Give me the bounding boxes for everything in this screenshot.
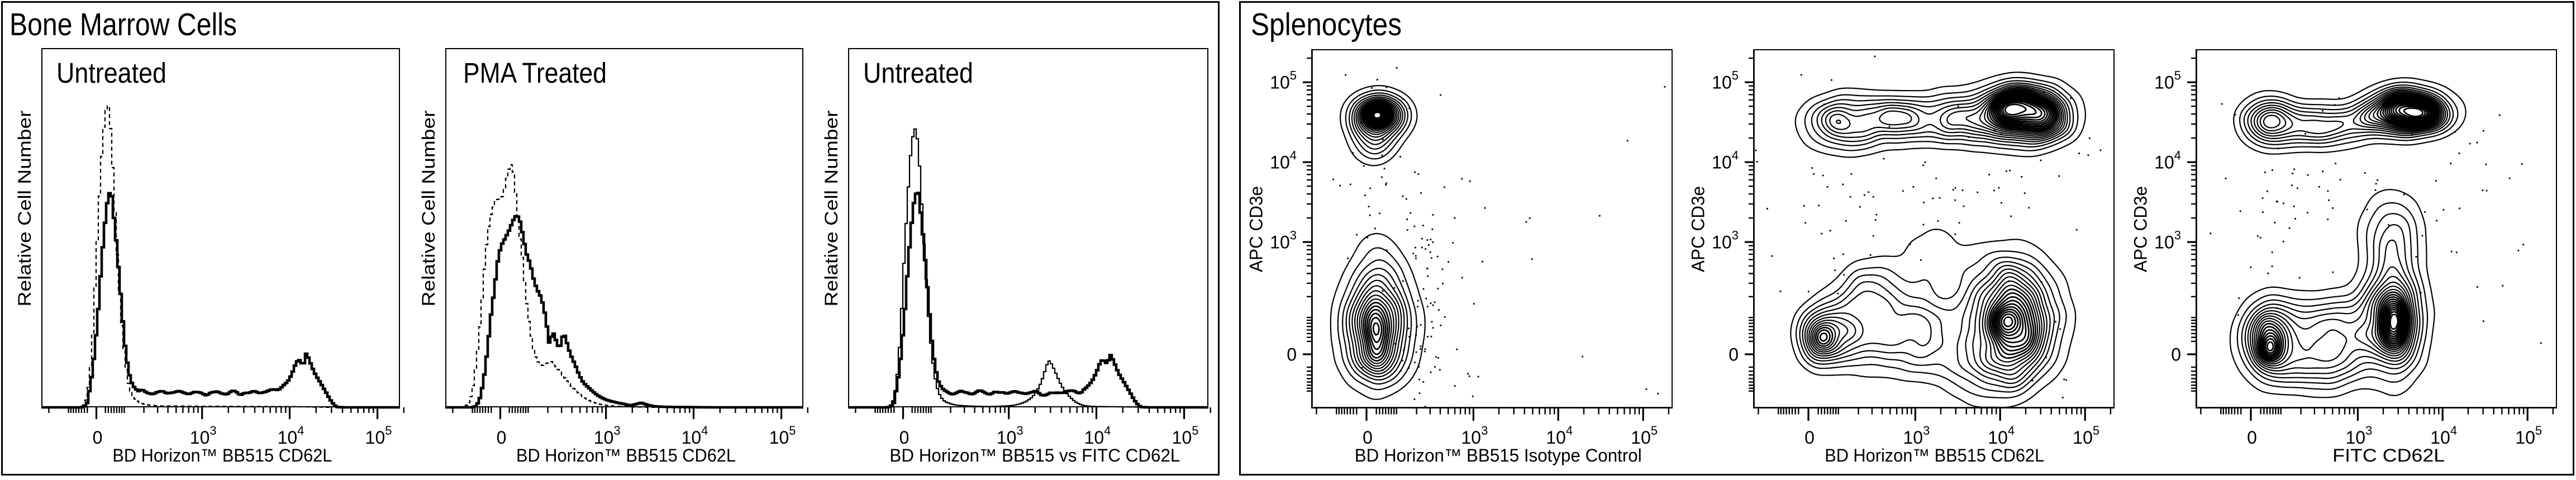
svg-text:Untreated: Untreated [56, 57, 166, 89]
svg-text:Relative Cell Number: Relative Cell Number [418, 110, 439, 306]
svg-text:Relative Cell Number: Relative Cell Number [15, 110, 35, 306]
svg-text:BD Horizon™ BB515 CD62L: BD Horizon™ BB515 CD62L [1825, 445, 2044, 465]
svg-text:0: 0 [93, 427, 103, 448]
svg-text:BD Horizon™ BB515 CD62L: BD Horizon™ BB515 CD62L [516, 445, 736, 465]
svg-text:0: 0 [2247, 427, 2257, 448]
svg-text:0: 0 [1287, 345, 1297, 365]
svg-text:BD Horizon™ BB515 CD62L: BD Horizon™ BB515 CD62L [112, 445, 332, 465]
svg-text:APC CD3e: APC CD3e [2131, 186, 2151, 272]
svg-text:APC CD3e: APC CD3e [1688, 186, 1708, 272]
svg-text:Bone Marrow Cells: Bone Marrow Cells [9, 7, 237, 42]
svg-text:0: 0 [899, 427, 910, 448]
svg-text:FITC CD62L: FITC CD62L [2332, 445, 2445, 465]
svg-text:APC CD3e: APC CD3e [1246, 186, 1266, 272]
svg-text:Splenocytes: Splenocytes [1251, 7, 1402, 42]
svg-text:BD Horizon™ BB515 Isotype Cont: BD Horizon™ BB515 Isotype Control [1355, 445, 1642, 465]
svg-text:0: 0 [497, 427, 507, 448]
svg-text:0: 0 [2171, 345, 2181, 365]
svg-text:104: 104 [682, 424, 708, 448]
svg-text:0: 0 [1363, 427, 1373, 448]
svg-text:Relative Cell Number: Relative Cell Number [821, 110, 841, 306]
svg-text:BD Horizon™ BB515 vs FITC CD62: BD Horizon™ BB515 vs FITC CD62L [889, 445, 1180, 465]
svg-text:PMA Treated: PMA Treated [463, 57, 607, 89]
svg-text:0: 0 [1804, 427, 1815, 448]
svg-text:103: 103 [997, 424, 1023, 448]
svg-text:103: 103 [1461, 424, 1488, 448]
svg-text:0: 0 [1729, 345, 1739, 365]
svg-text:Untreated: Untreated [863, 57, 973, 89]
